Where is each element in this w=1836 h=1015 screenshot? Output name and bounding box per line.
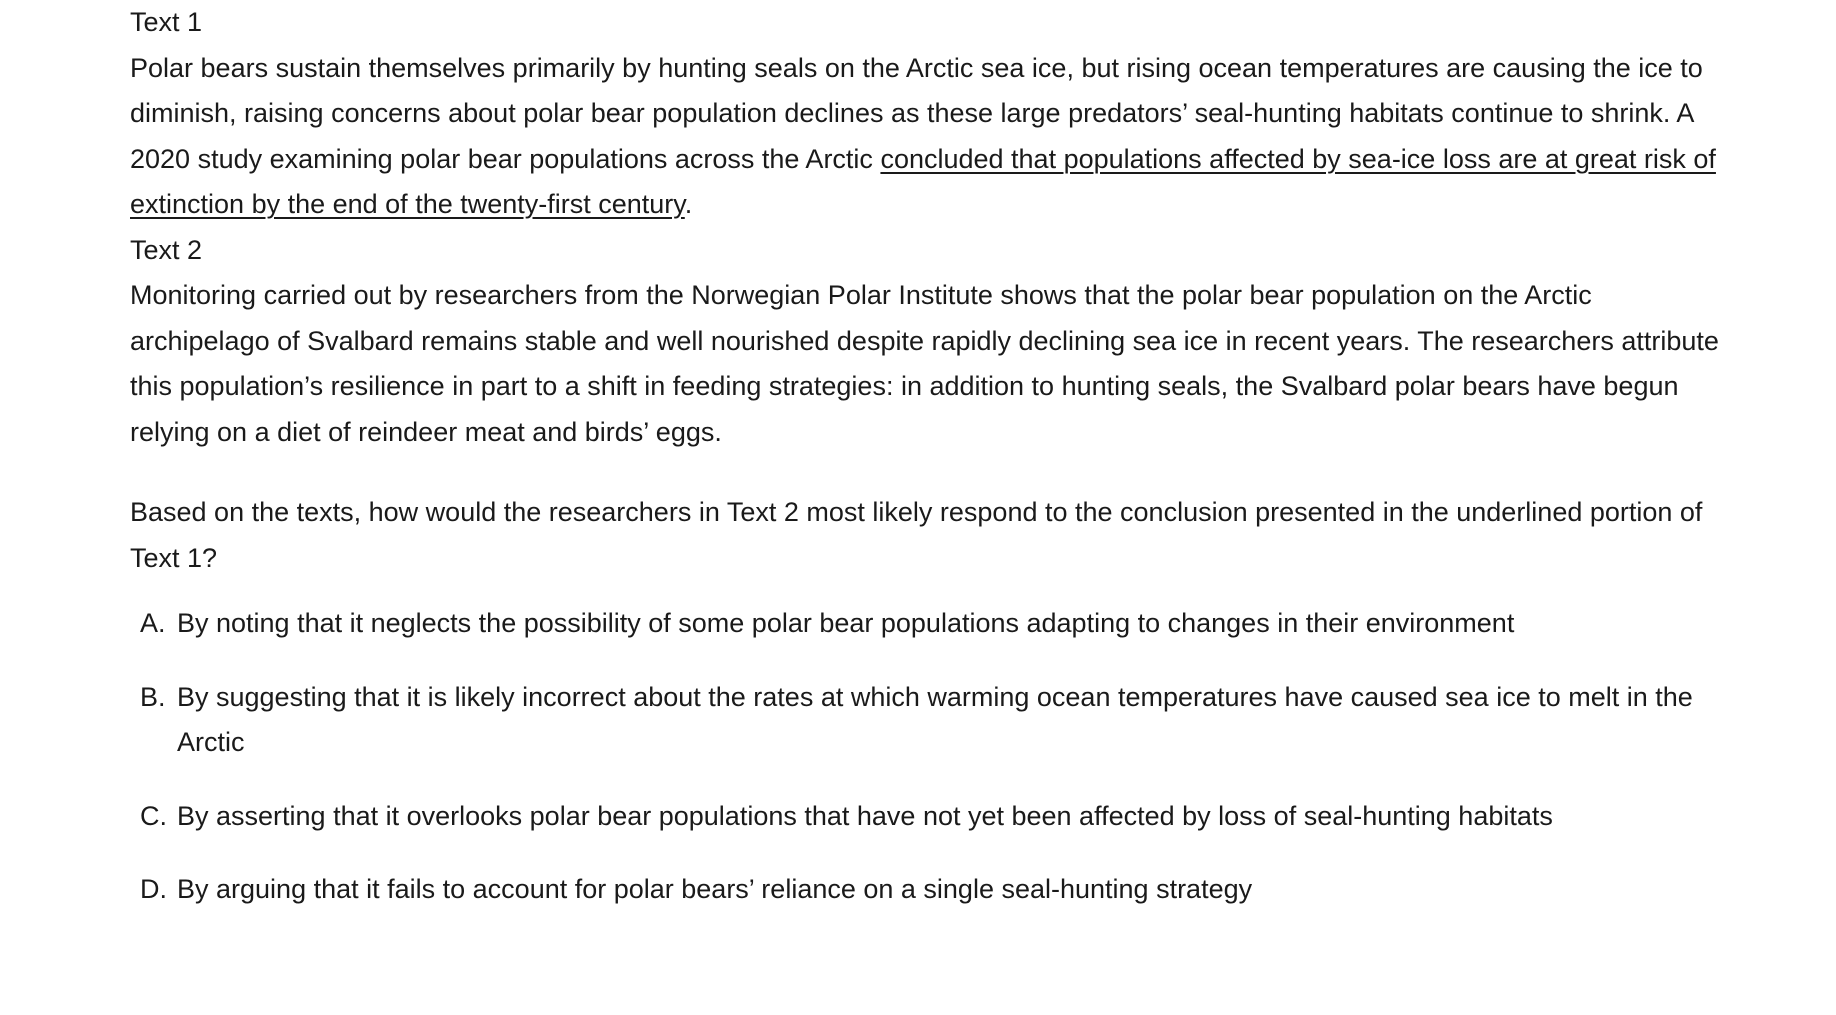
text1-heading: Text 1 <box>130 7 203 37</box>
choice-text: By noting that it neglects the possibili… <box>177 608 1515 638</box>
text2-section: Text 2 Monitoring carried out by researc… <box>130 228 1730 456</box>
choice-letter: B. <box>140 681 166 712</box>
text1-body: Polar bears sustain themselves primarily… <box>130 46 1730 228</box>
answer-choice-c[interactable]: C. By asserting that it overlooks polar … <box>140 794 1730 840</box>
choice-text: By arguing that it fails to account for … <box>177 874 1253 904</box>
choice-letter: D. <box>140 874 167 904</box>
question-page: Text 1 Polar bears sustain themselves pr… <box>130 0 1730 913</box>
answer-choice-a[interactable]: A. By noting that it neglects the possib… <box>140 601 1730 647</box>
answer-choices: A. By noting that it neglects the possib… <box>130 601 1730 913</box>
choice-letter: A. <box>140 608 166 638</box>
text1-section: Text 1 Polar bears sustain themselves pr… <box>130 0 1730 228</box>
text1-body-before: Polar bears sustain themselves primarily… <box>130 52 1703 174</box>
text2-body: Monitoring carried out by researchers fr… <box>130 280 1719 447</box>
text1-body-after: . <box>684 189 693 219</box>
choice-text: By suggesting that it is likely incorrec… <box>177 681 1693 758</box>
choice-text: By asserting that it overlooks polar bea… <box>177 800 1553 831</box>
answer-choice-b[interactable]: B. By suggesting that it is likely incor… <box>140 675 1730 766</box>
text1-underlined-portion: concluded that populations affected by s… <box>130 143 1716 220</box>
choice-letter: C. <box>140 800 167 831</box>
answer-choice-d[interactable]: D. By arguing that it fails to account f… <box>140 867 1730 913</box>
text2-heading: Text 2 <box>130 234 203 265</box>
question-prompt: Based on the texts, how would the resear… <box>130 497 1703 573</box>
